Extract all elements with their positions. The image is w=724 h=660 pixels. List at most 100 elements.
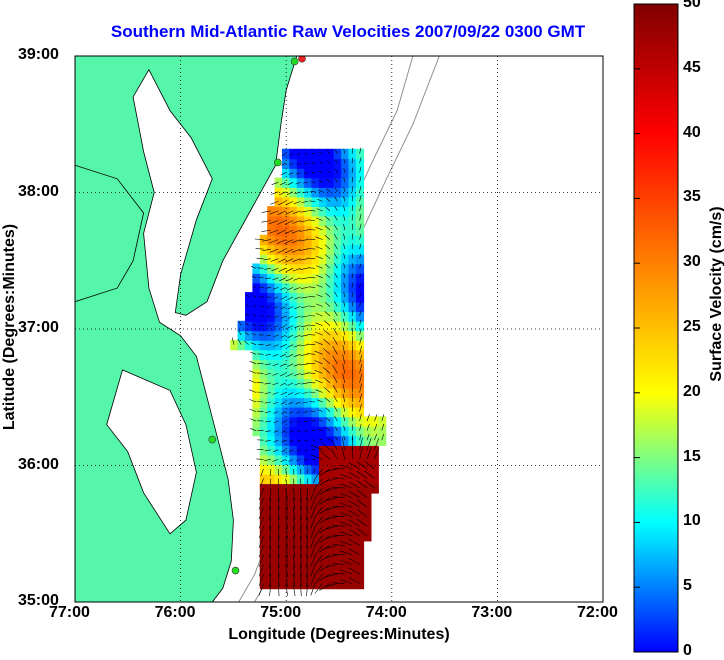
velocity-cell [289, 168, 297, 178]
velocity-cell [341, 158, 349, 168]
velocity-cell [252, 311, 260, 321]
radar-station-marker [274, 159, 281, 166]
velocity-cell [289, 197, 297, 207]
velocity-cell [260, 397, 268, 407]
velocity-cell [334, 330, 342, 340]
velocity-cell [341, 436, 349, 446]
y-tick-label: 35:00 [18, 592, 59, 610]
x-tick-label: 74:00 [366, 604, 407, 622]
velocity-cell [356, 541, 364, 551]
velocity-cell [312, 225, 320, 235]
velocity-cell [289, 225, 297, 235]
colorbar-tick-label: 40 [683, 124, 701, 142]
velocity-cell [356, 560, 364, 570]
velocity-cell [260, 254, 268, 264]
velocity-cell [326, 235, 334, 245]
velocity-cell [341, 178, 349, 188]
velocity-cell [312, 445, 320, 455]
velocity-cell [297, 378, 305, 388]
velocity-cell [356, 340, 364, 350]
velocity-cell [267, 474, 275, 484]
velocity-cell [260, 340, 268, 350]
velocity-cell [275, 273, 283, 283]
velocity-cell [319, 149, 327, 159]
velocity-cell [282, 273, 290, 283]
velocity-cell [326, 216, 334, 226]
velocity-cell [341, 330, 349, 340]
velocity-cell [267, 531, 275, 541]
velocity-cell [312, 321, 320, 331]
velocity-cell [275, 311, 283, 321]
velocity-cell [275, 235, 283, 245]
velocity-cell [275, 369, 283, 379]
velocity-cell [349, 579, 357, 589]
velocity-cell [326, 158, 334, 168]
velocity-cell [334, 254, 342, 264]
velocity-cell [334, 158, 342, 168]
colorbar-tick-label: 5 [683, 577, 692, 595]
velocity-cell [282, 445, 290, 455]
velocity-cell [282, 302, 290, 312]
velocity-cell [312, 235, 320, 245]
velocity-cell [363, 493, 371, 503]
velocity-cell [267, 502, 275, 512]
velocity-cell [252, 369, 260, 379]
velocity-cell [356, 302, 364, 312]
velocity-cell [356, 388, 364, 398]
velocity-cell [289, 416, 297, 426]
velocity-cell [334, 273, 342, 283]
velocity-cell [260, 378, 268, 388]
velocity-cell [312, 416, 320, 426]
velocity-cell [275, 426, 283, 436]
y-tick-label: 39:00 [18, 46, 59, 64]
velocity-cell [356, 292, 364, 302]
velocity-cell [267, 483, 275, 493]
velocity-cell [334, 369, 342, 379]
velocity-cell [297, 158, 305, 168]
velocity-cell [238, 321, 246, 331]
velocity-cell [260, 369, 268, 379]
velocity-cell [356, 416, 364, 426]
velocity-cell [252, 302, 260, 312]
velocity-cell [356, 550, 364, 560]
velocity-cell [319, 426, 327, 436]
velocity-cell [334, 206, 342, 216]
velocity-cell [356, 168, 364, 178]
velocity-cell [289, 397, 297, 407]
velocity-cell [326, 311, 334, 321]
velocity-cell [312, 273, 320, 283]
velocity-cell [356, 369, 364, 379]
velocity-cell [326, 388, 334, 398]
velocity-cell [275, 302, 283, 312]
velocity-cell [282, 178, 290, 188]
velocity-cell [312, 474, 320, 484]
velocity-cell [275, 283, 283, 293]
velocity-cell [260, 350, 268, 360]
velocity-cell [304, 550, 312, 560]
velocity-cell [275, 216, 283, 226]
velocity-cell [326, 302, 334, 312]
velocity-cell [275, 264, 283, 274]
velocity-cell [275, 197, 283, 207]
velocity-cell [326, 426, 334, 436]
velocity-cell [319, 158, 327, 168]
velocity-cell [289, 254, 297, 264]
velocity-cell [326, 445, 334, 455]
velocity-cell [252, 378, 260, 388]
velocity-cell [356, 225, 364, 235]
velocity-cell [341, 397, 349, 407]
velocity-cell [252, 273, 260, 283]
velocity-cell [326, 168, 334, 178]
velocity-cell [267, 579, 275, 589]
colorbar-tick-label: 45 [683, 59, 701, 77]
velocity-cell [334, 397, 342, 407]
velocity-cell [252, 407, 260, 417]
velocity-cell [289, 216, 297, 226]
velocity-cell [356, 197, 364, 207]
velocity-cell [289, 235, 297, 245]
velocity-cell [334, 445, 342, 455]
radar-station-marker [291, 58, 298, 65]
velocity-cell [275, 254, 283, 264]
velocity-cell [341, 235, 349, 245]
velocity-cell [312, 330, 320, 340]
